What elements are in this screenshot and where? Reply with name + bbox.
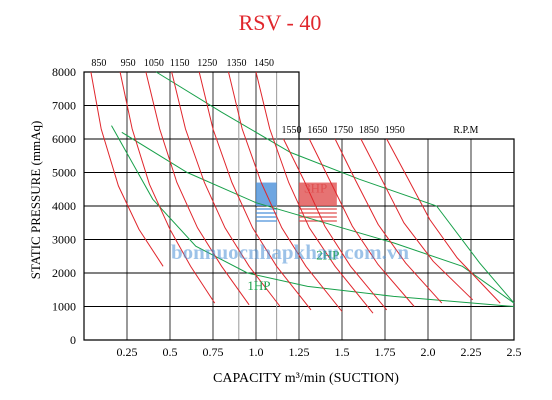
rpm-curve — [198, 71, 312, 311]
y-tick-label: 5000 — [52, 166, 76, 180]
rpm-label: 1850 — [359, 125, 379, 136]
rpm-curves — [90, 71, 501, 314]
x-tick-label: 2.0 — [421, 345, 436, 359]
hp-curve — [111, 125, 515, 307]
rpm-curve — [360, 138, 474, 301]
rpm-curve — [228, 71, 343, 312]
rpm-curve — [255, 71, 374, 314]
rpm-label: 1350 — [226, 58, 246, 69]
rpm-curve — [334, 138, 443, 304]
rpm-label: 1650 — [307, 125, 327, 136]
x-tick-label: 0.75 — [203, 345, 224, 359]
hp-label: 3HP — [304, 181, 327, 196]
rpm-curve — [283, 138, 388, 311]
rpm-curve — [119, 71, 216, 304]
x-tick-label: 1.5 — [335, 345, 350, 359]
y-tick-label: 4000 — [52, 199, 76, 213]
rpm-label: 1050 — [144, 58, 164, 69]
rpm-label: 1750 — [333, 125, 353, 136]
hp-curves — [111, 71, 515, 307]
rpm-header: R.P.M — [453, 125, 478, 136]
plot-frame — [83, 71, 515, 341]
watermark-text: bonnuocnhapkhau.com.vn — [171, 240, 409, 264]
y-axis-label: STATIC PRESSURE (mmAq) — [28, 121, 43, 280]
highlight-box — [299, 182, 337, 206]
axes — [83, 71, 515, 341]
rpm-curve — [171, 71, 281, 307]
rpm-label: 850 — [91, 58, 106, 69]
x-axis-label: CAPACITY m³/min (SUCTION) — [213, 371, 399, 386]
rpm-label: 1950 — [385, 125, 405, 136]
y-tick-label: 3000 — [52, 233, 76, 247]
x-tick-label: 1.0 — [249, 345, 264, 359]
rpm-curve — [308, 138, 415, 307]
rpm-label: 1450 — [254, 58, 274, 69]
rpm-curve — [90, 71, 164, 267]
y-tick-label: 8000 — [52, 65, 76, 79]
rpm-curve — [386, 138, 501, 304]
hp-label: 2HP — [316, 248, 339, 263]
rpm-label: 950 — [121, 58, 136, 69]
x-tick-label: 1.25 — [289, 345, 310, 359]
y-tick-label: 2000 — [52, 266, 76, 280]
rpm-label: 1250 — [197, 58, 217, 69]
x-tick-label: 0.25 — [117, 345, 138, 359]
rpm-label: 1150 — [170, 58, 190, 69]
rpm-curve — [145, 71, 250, 306]
hp-label: 1HP — [247, 278, 270, 293]
x-tick-label: 2.25 — [461, 345, 482, 359]
y-tick-label: 0 — [70, 333, 76, 347]
hp-curve — [155, 71, 515, 304]
y-tick-label: 6000 — [52, 132, 76, 146]
x-tick-label: 0.5 — [163, 345, 178, 359]
x-tick-label: 1.75 — [375, 345, 396, 359]
chart-title: RSV - 40 — [239, 10, 322, 35]
rpm-label: 1550 — [282, 125, 302, 136]
tick-labels: 1HP 2HP 3HP 850 950 1050 1150 1250 1350 1450 1550 1… — [52, 58, 522, 359]
y-tick-label: 7000 — [52, 99, 76, 113]
hp-curve — [121, 131, 515, 304]
x-tick-label: 2.5 — [507, 345, 522, 359]
y-tick-label: 1000 — [52, 300, 76, 314]
